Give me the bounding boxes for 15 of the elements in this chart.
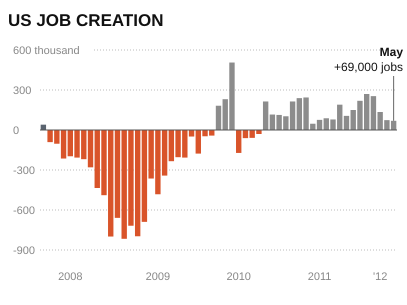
x-tick-label: 2010: [226, 271, 251, 283]
y-tick-label: -600: [13, 205, 36, 217]
x-tick-label: May: [380, 45, 404, 59]
x-tick-label: 2008: [58, 271, 83, 283]
bar: [40, 124, 46, 130]
x-tick-label: 2009: [146, 271, 170, 283]
y-tick-label: 600 thousand: [13, 45, 80, 57]
y-tick-label: 0: [13, 125, 20, 137]
annotation: +69,000 jobs: [334, 60, 403, 74]
x-tick-label: 2011: [308, 271, 332, 283]
x-tick-label: '12: [372, 271, 388, 283]
y-tick-label: -900: [13, 245, 36, 257]
chart-title: US JOB CREATION: [8, 11, 164, 30]
y-tick-label: 300: [13, 85, 32, 97]
y-tick-label: -300: [13, 165, 36, 177]
